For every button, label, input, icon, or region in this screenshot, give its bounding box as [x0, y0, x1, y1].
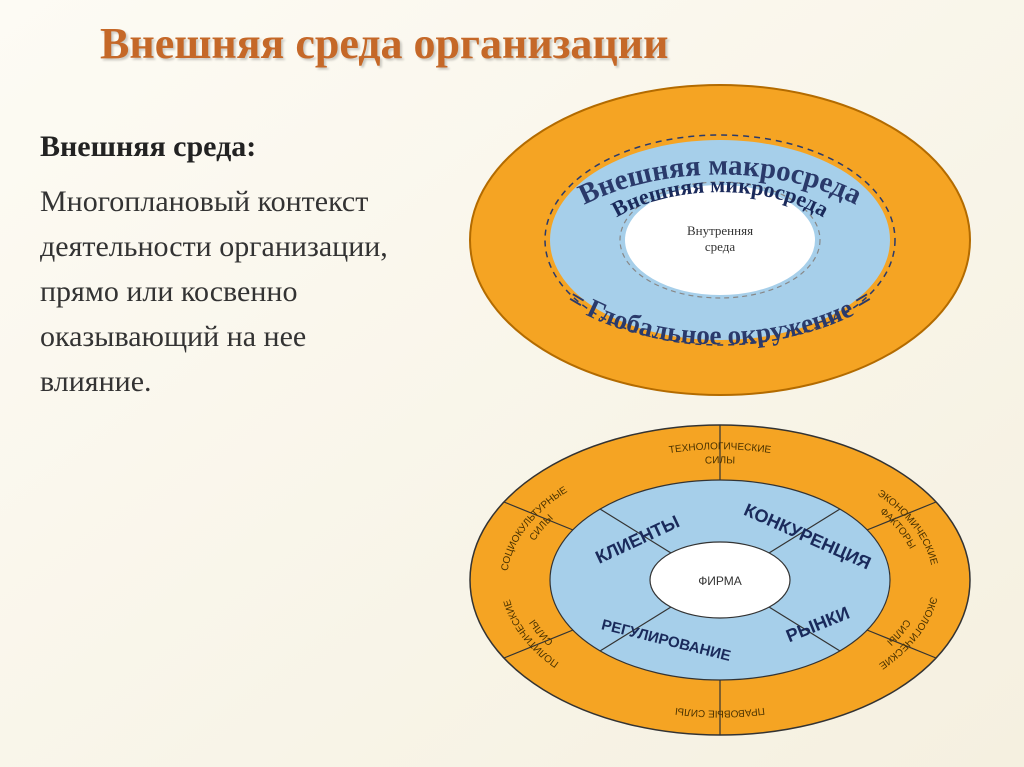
- text-column: Внешняя среда: Многоплановый контекст де…: [40, 130, 420, 404]
- body-paragraph: Многоплановый контекст деятельности орга…: [40, 179, 420, 404]
- inner-label-1: Внутренняя: [687, 223, 753, 238]
- center-label: ФИРМА: [698, 574, 742, 588]
- diagram-concentric: Внешняя макросреда = Глобальное окружени…: [460, 80, 980, 400]
- subtitle: Внешняя среда:: [40, 130, 420, 164]
- inner-label-2: среда: [705, 239, 735, 254]
- svg-text:СИЛЫ: СИЛЫ: [705, 455, 736, 466]
- slide-title: Внешняя среда организации: [100, 18, 668, 69]
- diagram-segmented: ТЕХНОЛОГИЧЕСКИЕ СИЛЫ СОЦИОКУЛЬТУРНЫЕ СИЛ…: [460, 420, 980, 740]
